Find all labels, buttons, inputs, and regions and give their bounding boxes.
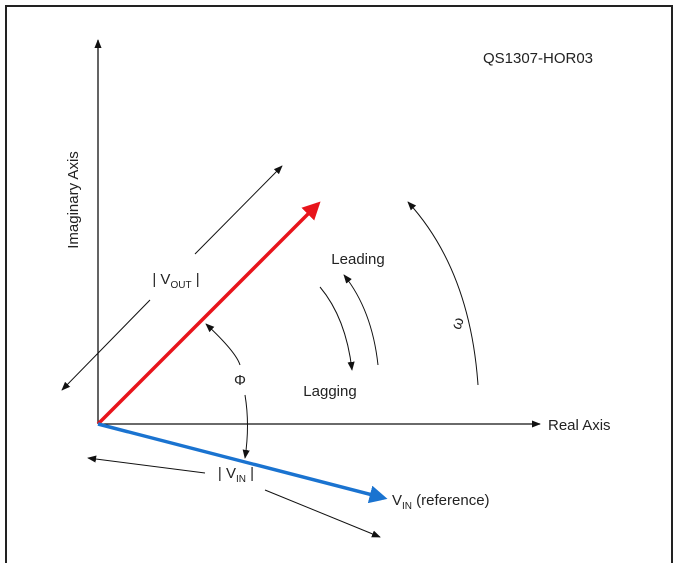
vin-dimension xyxy=(87,455,206,474)
vout-vector xyxy=(96,201,321,426)
leading-arc xyxy=(343,274,379,366)
vout-dimension xyxy=(61,299,151,391)
phi-arc xyxy=(242,394,250,459)
lagging-label: Lagging xyxy=(303,383,356,400)
vin-label: | VIN | xyxy=(218,465,254,485)
figure-id: QS1307-HOR03 xyxy=(483,50,593,67)
lagging-arc xyxy=(319,286,355,371)
frame xyxy=(5,5,673,563)
vout-dimension xyxy=(194,165,283,255)
real-axis-label: Real Axis xyxy=(548,417,611,434)
vin-reference-label: VIN (reference) xyxy=(392,492,490,512)
leading-label: Leading xyxy=(331,251,384,268)
vin-vector xyxy=(97,422,388,504)
phi-label: Φ xyxy=(234,372,246,389)
imaginary-axis-label: Imaginary Axis xyxy=(65,151,82,249)
vout-label: | VOUT | xyxy=(152,271,199,291)
phi-arc xyxy=(205,323,241,366)
omega-label: ω xyxy=(448,315,468,332)
vin-dimension xyxy=(264,489,381,538)
omega-arc xyxy=(407,201,479,386)
